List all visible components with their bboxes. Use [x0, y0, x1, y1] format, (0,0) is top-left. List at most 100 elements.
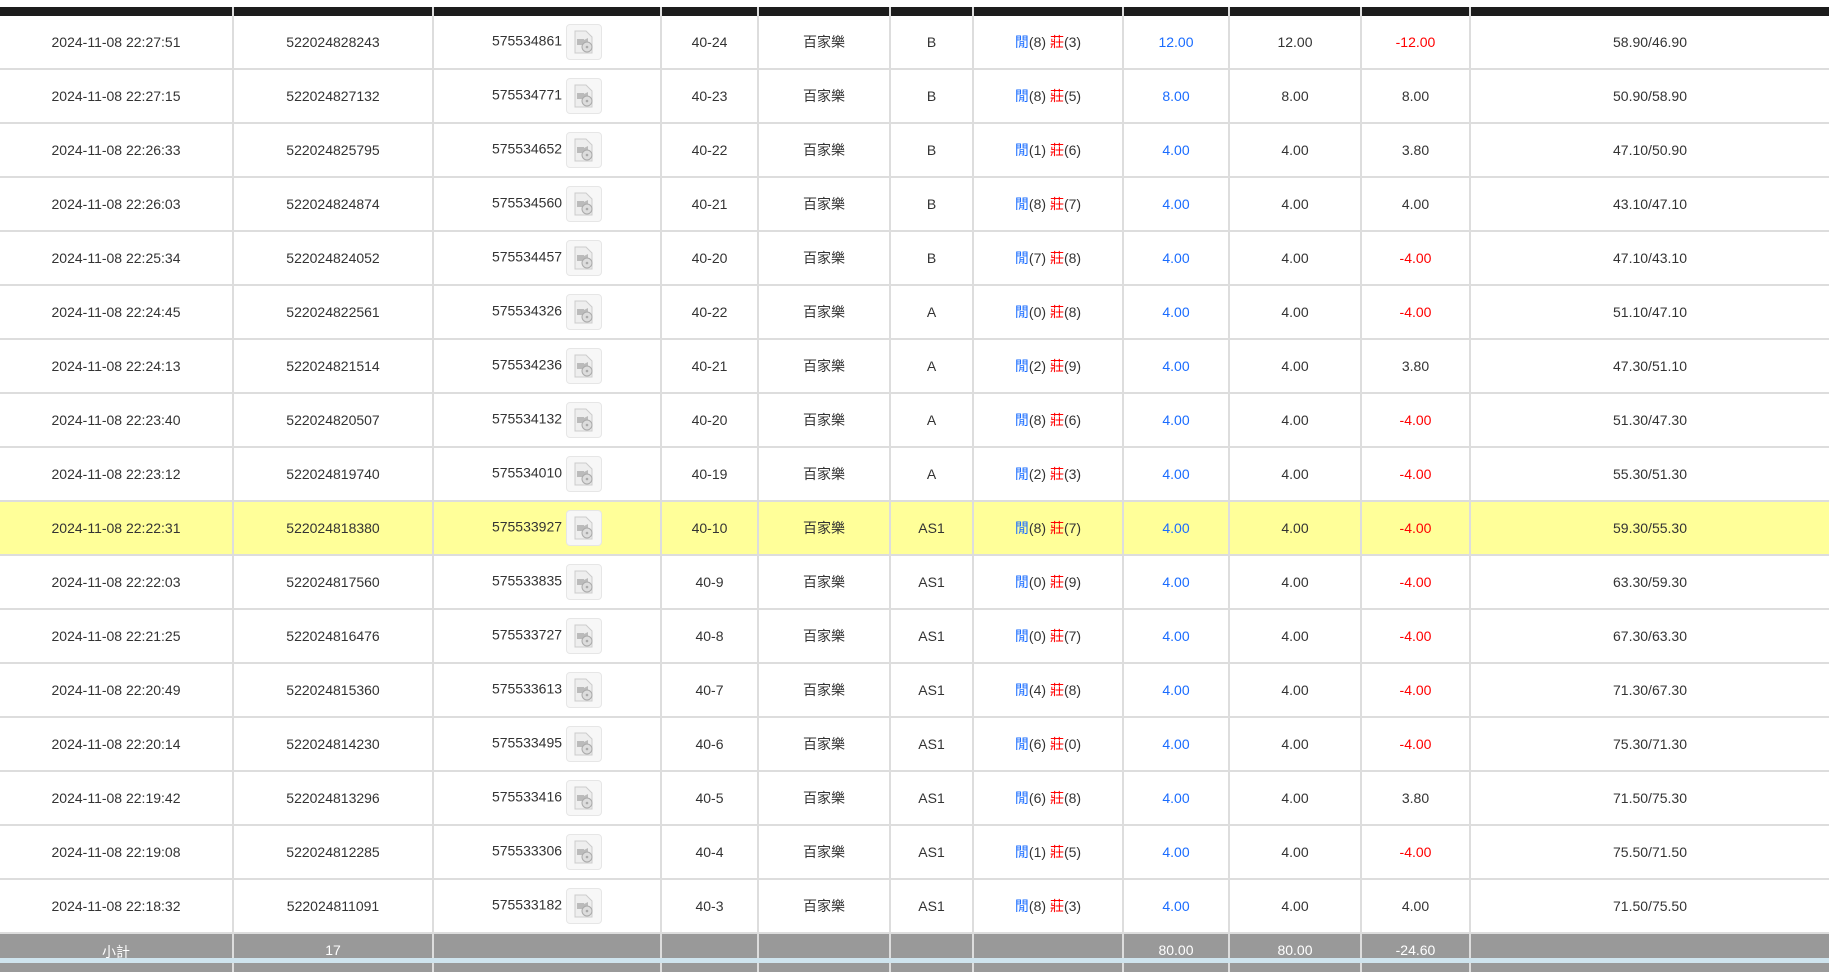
bet-id: 522024818380 — [232, 501, 433, 556]
balance-before-after: 71.30/67.30 — [1469, 663, 1829, 718]
player-label: 閒 — [1014, 412, 1029, 428]
balance-before-after: 43.10/47.10 — [1469, 177, 1829, 232]
table-row: 2024-11-08 22:19:42 522024813296 575533416… — [0, 771, 1829, 826]
round-id: 575534771 — [491, 86, 563, 103]
round-id: 575534560 — [491, 194, 563, 211]
video-replay-icon[interactable] — [566, 888, 603, 924]
balance-before-after: 63.30/59.30 — [1469, 555, 1829, 610]
table-name: AS1 — [889, 663, 973, 718]
round-cell: 575534236 — [432, 339, 661, 394]
video-replay-icon[interactable] — [566, 456, 603, 492]
game-type: 百家樂 — [757, 555, 890, 610]
round-id: 575534861 — [491, 32, 563, 49]
video-replay-icon[interactable] — [566, 402, 603, 438]
video-replay-icon[interactable] — [566, 132, 603, 168]
round-id: 575533927 — [491, 518, 563, 535]
shoe-round: 40-19 — [660, 447, 758, 502]
player-score: (4) — [1028, 682, 1047, 698]
round-cell: 575534771 — [432, 69, 661, 124]
banker-label: 莊 — [1049, 412, 1064, 428]
player-label: 閒 — [1014, 736, 1029, 752]
round-cell: 575534132 — [432, 393, 661, 448]
result-cell: 閒(2) 莊(9) — [972, 339, 1123, 394]
video-replay-icon[interactable] — [566, 780, 603, 816]
result-cell: 閒(1) 莊(5) — [972, 825, 1123, 880]
video-replay-icon[interactable] — [566, 564, 603, 600]
banker-label: 莊 — [1049, 574, 1064, 590]
bet-id: 522024820507 — [232, 393, 433, 448]
shoe-round: 40-20 — [660, 393, 758, 448]
game-type: 百家樂 — [757, 123, 890, 178]
result-cell: 閒(8) 莊(7) — [972, 177, 1123, 232]
video-replay-icon[interactable] — [566, 510, 603, 546]
video-replay-icon[interactable] — [566, 78, 603, 114]
round-id: 575533182 — [491, 896, 563, 913]
video-replay-icon[interactable] — [566, 186, 603, 222]
table-row: 2024-11-08 22:23:12 522024819740 575534010… — [0, 447, 1829, 502]
table-name: B — [889, 16, 973, 70]
bet-time: 2024-11-08 22:19:42 — [0, 771, 233, 826]
balance-before-after: 55.30/51.30 — [1469, 447, 1829, 502]
round-id: 575534457 — [491, 248, 563, 265]
valid-amount: 4.00 — [1228, 825, 1361, 880]
game-type: 百家樂 — [757, 69, 890, 124]
banker-score: (7) — [1063, 196, 1082, 212]
banker-label: 莊 — [1049, 196, 1064, 212]
subtotal-bet: 80.00 — [1122, 933, 1229, 972]
video-replay-icon[interactable] — [566, 24, 603, 60]
video-replay-icon[interactable] — [566, 618, 603, 654]
result-cell: 閒(1) 莊(6) — [972, 123, 1123, 178]
player-score: (8) — [1028, 898, 1047, 914]
win-loss: -4.00 — [1360, 447, 1470, 502]
bet-amount: 12.00 — [1122, 16, 1229, 70]
bet-amount: 4.00 — [1122, 447, 1229, 502]
horizontal-scrollbar[interactable] — [0, 958, 1829, 963]
game-type: 百家樂 — [757, 339, 890, 394]
banker-label: 莊 — [1049, 844, 1064, 860]
bet-amount: 4.00 — [1122, 393, 1229, 448]
video-replay-icon[interactable] — [566, 672, 603, 708]
player-label: 閒 — [1014, 682, 1029, 698]
table-name: AS1 — [889, 555, 973, 610]
player-label: 閒 — [1014, 250, 1029, 266]
bet-time: 2024-11-08 22:21:25 — [0, 609, 233, 664]
round-id: 575534010 — [491, 464, 563, 481]
player-label: 閒 — [1014, 574, 1029, 590]
valid-amount: 4.00 — [1228, 771, 1361, 826]
table-name: AS1 — [889, 501, 973, 556]
video-replay-icon[interactable] — [566, 348, 603, 384]
round-id: 575534236 — [491, 356, 563, 373]
table-name: A — [889, 339, 973, 394]
banker-label: 莊 — [1049, 250, 1064, 266]
table-name: A — [889, 285, 973, 340]
table-row: 2024-11-08 22:24:13 522024821514 575534236… — [0, 339, 1829, 394]
round-id: 575533613 — [491, 680, 563, 697]
banker-label: 莊 — [1049, 88, 1064, 104]
game-type: 百家樂 — [757, 717, 890, 772]
win-loss: 4.00 — [1360, 177, 1470, 232]
player-label: 閒 — [1014, 88, 1029, 104]
banker-label: 莊 — [1049, 520, 1064, 536]
shoe-round: 40-20 — [660, 231, 758, 286]
banker-label: 莊 — [1049, 790, 1064, 806]
player-score: (6) — [1028, 790, 1047, 806]
video-replay-icon[interactable] — [566, 726, 603, 762]
result-cell: 閒(0) 莊(8) — [972, 285, 1123, 340]
player-label: 閒 — [1014, 34, 1029, 50]
bet-amount: 4.00 — [1122, 825, 1229, 880]
table-row: 2024-11-08 22:19:08 522024812285 575533306… — [0, 825, 1829, 880]
video-replay-icon[interactable] — [566, 834, 603, 870]
result-cell: 閒(8) 莊(3) — [972, 16, 1123, 70]
video-replay-icon[interactable] — [566, 240, 603, 276]
banker-label: 莊 — [1049, 736, 1064, 752]
table-row: 2024-11-08 22:26:33 522024825795 575534652… — [0, 123, 1829, 178]
win-loss: -4.00 — [1360, 663, 1470, 718]
video-replay-icon[interactable] — [566, 294, 603, 330]
round-id: 575534326 — [491, 302, 563, 319]
table-row: 2024-11-08 22:21:25 522024816476 575533727… — [0, 609, 1829, 664]
banker-score: (6) — [1063, 412, 1082, 428]
shoe-round: 40-8 — [660, 609, 758, 664]
game-type: 百家樂 — [757, 447, 890, 502]
game-type: 百家樂 — [757, 16, 890, 70]
round-cell: 575534457 — [432, 231, 661, 286]
